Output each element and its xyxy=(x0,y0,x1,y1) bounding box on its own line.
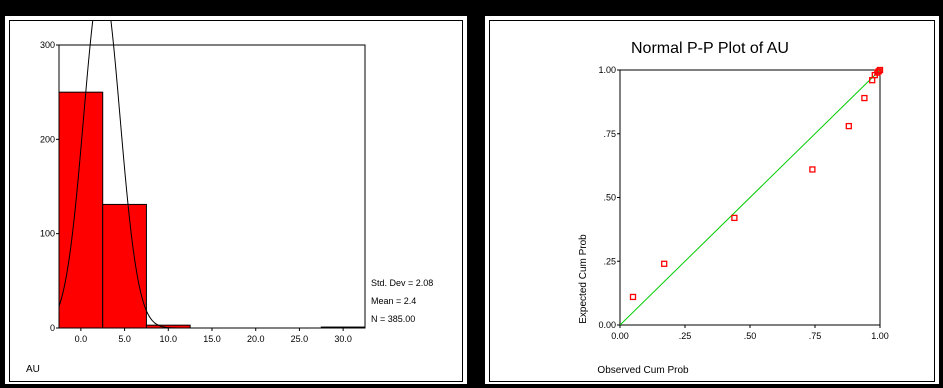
data-point xyxy=(869,77,876,84)
data-point xyxy=(661,260,668,267)
stat-text: Mean = 2.4 xyxy=(371,296,416,306)
y-tick-label: 300 xyxy=(40,40,55,50)
x-tick-label: 15.0 xyxy=(203,334,221,344)
y-tick-label: .75 xyxy=(603,129,616,139)
x-tick-label: 0.0 xyxy=(75,334,88,344)
y-tick-label: 200 xyxy=(40,134,55,144)
histogram-bar xyxy=(102,203,147,329)
histogram-frame: 0 100 200 300 0.0 5.0 10.0 15.0 20.0 25.0 30.0 AU St… xyxy=(9,20,463,382)
x-axis-label: AU xyxy=(26,364,40,375)
y-tick-label: 0.00 xyxy=(598,320,616,330)
x-tick-label: .50 xyxy=(744,331,757,341)
x-tick-label: 20.0 xyxy=(247,334,265,344)
stat-text: Std. Dev = 2.08 xyxy=(371,278,433,288)
data-point xyxy=(876,66,884,74)
y-tick-label: .50 xyxy=(603,193,616,203)
pp-plot-chart: Normal P-P Plot of AU 0.00 .25 .50 .75 1.00 0.… xyxy=(578,40,889,376)
stat-text: N = 385.00 xyxy=(371,314,415,324)
y-tick-label: 1.00 xyxy=(598,65,616,75)
pp-plot-frame: Normal P-P Plot of AU 0.00 .25 .50 .75 1.00 0.… xyxy=(489,20,935,382)
x-tick-label: 0.00 xyxy=(611,331,629,341)
x-tick-label: 25.0 xyxy=(291,334,309,344)
x-tick-label: 10.0 xyxy=(160,334,178,344)
data-point xyxy=(845,122,852,130)
data-point xyxy=(629,293,637,301)
data-point xyxy=(731,214,738,222)
y-tick-label: 100 xyxy=(40,229,55,239)
y-tick-label: .25 xyxy=(603,256,616,266)
x-axis-label: Observed Cum Prob xyxy=(597,365,689,376)
x-tick-label: .25 xyxy=(679,331,692,341)
x-tick-label: 1.00 xyxy=(871,331,889,341)
x-tick-label: 30.0 xyxy=(334,334,352,344)
histogram-bar xyxy=(58,91,104,329)
data-point xyxy=(809,166,816,173)
histogram-panel: 0 100 200 300 0.0 5.0 10.0 15.0 20.0 25.0 30.0 AU St… xyxy=(3,14,469,386)
histogram-chart: 0 100 200 300 0.0 5.0 10.0 15.0 20.0 25.0 30.0 AU St… xyxy=(26,21,433,375)
y-tick-label: 0 xyxy=(50,323,55,333)
data-point xyxy=(875,68,882,75)
x-tick-label: .75 xyxy=(809,331,822,341)
reference-line xyxy=(619,69,881,326)
data-point xyxy=(861,94,868,102)
pp-plot-panel: Normal P-P Plot of AU 0.00 .25 .50 .75 1.00 0.… xyxy=(483,14,941,386)
x-tick-label: 5.0 xyxy=(118,334,131,344)
y-axis-label: Expected Cum Prob xyxy=(578,234,589,324)
chart-title: Normal P-P Plot of AU xyxy=(631,40,789,57)
